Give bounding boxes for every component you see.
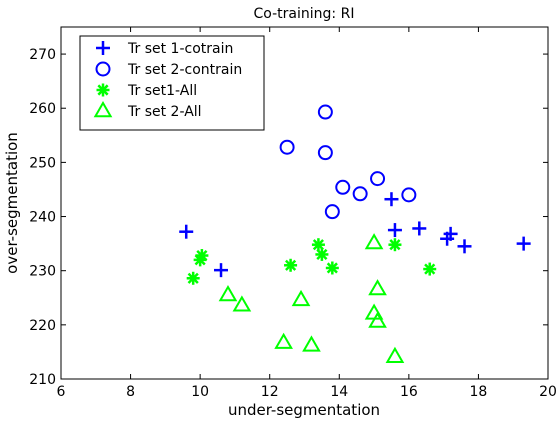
legend-marker [96,41,110,55]
data-point [284,258,298,272]
legend-label: Tr set 2-contrain [127,62,242,78]
data-point [423,262,437,276]
y-tick-label: 240 [29,210,56,226]
data-point [317,145,333,161]
y-tick-label: 210 [29,372,56,388]
x-tick-label: 16 [400,384,418,400]
data-point [315,247,329,261]
data-point [368,311,387,328]
data-point [335,179,351,195]
x-tick-label: 6 [57,384,66,400]
data-point [214,263,229,278]
data-point [232,295,252,312]
y-axis-label: over-segmentation [3,132,21,274]
y-tick-label: 220 [29,318,56,334]
x-tick-label: 10 [191,384,209,400]
legend-marker [95,61,111,77]
data-point [302,335,321,352]
data-point [388,238,402,252]
data-point [364,233,384,250]
data-point [352,186,368,202]
data-point [387,223,402,238]
x-tick-label: 14 [330,384,348,400]
chart-title: Co-training: RI [254,6,355,22]
y-tick-label: 250 [29,155,56,171]
data-point [368,279,387,296]
data-point [179,224,194,239]
data-point [195,249,209,263]
data-point [274,332,293,349]
x-axis-label: under-segmentation [228,401,380,419]
legend-marker [93,100,113,118]
data-point [412,221,427,236]
legend-label: Tr set1-All [127,83,197,99]
data-point [186,271,200,285]
y-tick-label: 270 [29,47,56,63]
legend-label: Tr set 1-cotrain [127,41,233,57]
x-tick-label: 8 [126,384,135,400]
data-points [179,104,531,363]
data-point [324,204,340,220]
data-point [311,238,325,252]
data-point [325,261,339,275]
data-point [218,285,238,302]
y-tick-label: 260 [29,101,56,117]
data-point [291,289,311,307]
data-point [384,192,399,207]
x-tick-label: 20 [539,384,557,400]
data-point [457,239,472,254]
data-point [516,236,531,251]
x-tick-label: 18 [470,384,488,400]
data-point [370,171,386,187]
y-tick-label: 230 [29,264,56,280]
legend-label: Tr set 2-All [127,104,202,120]
legend: Tr set 1-cotrain Tr set 2-contrain Tr set1… [79,35,265,131]
axis-ticks: 6 8 10 12 14 16 18 20 210 220 230 240 250 260 270 [29,27,557,400]
data-point [317,104,333,120]
data-point [279,139,295,155]
x-tick-label: 12 [261,384,279,400]
data-point [401,187,417,203]
data-point [385,346,405,363]
data-point [443,226,458,241]
legend-marker [96,83,110,97]
